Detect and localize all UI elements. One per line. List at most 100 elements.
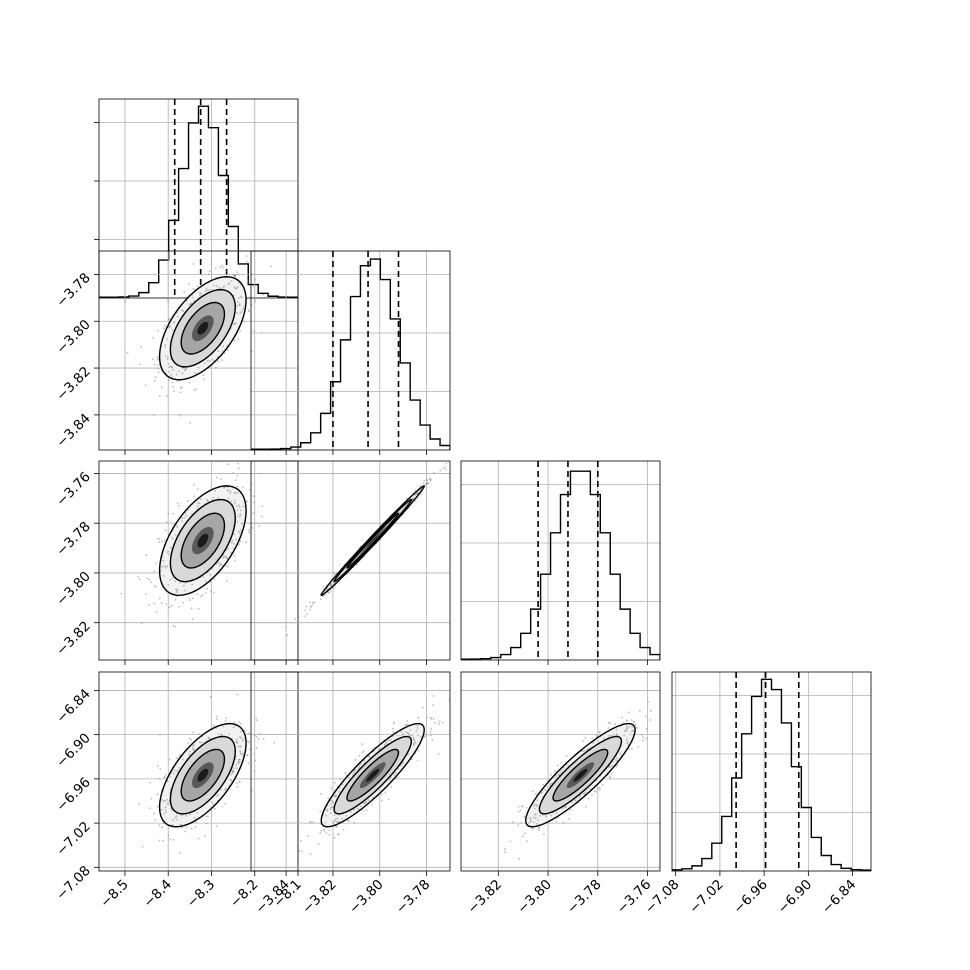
sample-point — [176, 818, 179, 821]
panel-frame — [98, 460, 299, 661]
sample-point — [176, 590, 179, 592]
sample-point — [334, 820, 337, 822]
sample-point — [607, 727, 610, 729]
sample-point — [363, 759, 366, 762]
sample-point — [167, 356, 169, 359]
sample-point — [189, 750, 192, 753]
sample-point — [536, 799, 539, 802]
panel-frame — [250, 671, 451, 872]
sample-point — [221, 350, 224, 352]
sample-point — [598, 731, 601, 734]
sample-point — [189, 813, 191, 816]
y-tick-label: −3.78 — [53, 519, 94, 560]
sample-point — [549, 784, 552, 787]
sample-point — [126, 351, 129, 354]
sample-point — [550, 773, 552, 776]
x-tick-label: −8.3 — [184, 877, 218, 911]
sample-point — [261, 505, 264, 508]
sample-point — [393, 774, 396, 777]
sample-point — [348, 777, 350, 779]
sample-point — [239, 752, 242, 755]
sample-point — [215, 476, 218, 479]
sample-point — [169, 358, 172, 361]
sample-point — [578, 797, 581, 799]
sample-point — [192, 731, 195, 734]
sample-point — [221, 264, 224, 267]
sample-point — [184, 581, 187, 584]
sample-point — [442, 721, 444, 724]
sample-point — [582, 740, 585, 742]
sample-point — [190, 302, 193, 305]
sample-point — [157, 329, 160, 332]
sample-point — [524, 832, 527, 835]
sample-point — [205, 592, 207, 594]
sample-point — [237, 762, 240, 765]
contour-line — [169, 735, 236, 815]
sample-point — [153, 602, 156, 605]
sample-point — [169, 807, 172, 810]
y-tick-label: −3.78 — [53, 270, 94, 311]
sample-point — [437, 753, 440, 755]
sample-point — [224, 720, 227, 722]
sample-point — [240, 522, 243, 525]
density-core — [197, 321, 209, 335]
sample-point — [616, 764, 619, 766]
sample-point — [430, 716, 432, 719]
sample-point — [237, 530, 240, 533]
sample-point — [238, 281, 240, 284]
sample-point — [420, 493, 422, 496]
panel-content — [298, 695, 450, 855]
sample-point — [237, 761, 239, 763]
sample-point — [407, 732, 409, 734]
sample-point — [206, 289, 208, 292]
sample-point — [410, 734, 412, 737]
sample-point — [219, 788, 222, 791]
sample-point — [525, 807, 528, 809]
sample-point — [595, 735, 598, 737]
sample-point — [252, 284, 255, 287]
sample-point — [329, 812, 332, 815]
sample-point — [334, 795, 337, 798]
sample-point — [245, 541, 247, 544]
sample-point — [430, 734, 432, 737]
sample-point — [197, 502, 200, 505]
sample-point — [138, 578, 141, 580]
sample-point — [164, 343, 167, 346]
panel-3-3: −7.08 −7.02 −6.96 −6.90 −6.84 — [642, 671, 872, 917]
sample-point — [344, 772, 347, 774]
sample-point — [152, 414, 155, 416]
sample-point — [219, 266, 222, 268]
sample-point — [236, 271, 239, 273]
sample-point — [237, 462, 240, 465]
sample-point — [120, 592, 123, 595]
sample-point — [607, 721, 610, 724]
sample-point — [322, 586, 325, 588]
sample-point — [176, 380, 179, 382]
sample-point — [529, 816, 531, 819]
sample-point — [634, 724, 637, 726]
sample-point — [162, 559, 165, 562]
sample-point — [213, 724, 215, 727]
sample-point — [155, 611, 158, 614]
sample-point — [328, 829, 331, 832]
sample-point — [172, 819, 175, 821]
histogram-line — [672, 678, 871, 871]
sample-point — [164, 566, 167, 569]
sample-point — [249, 489, 251, 491]
sample-point — [583, 749, 586, 752]
sample-point — [335, 572, 338, 574]
sample-point — [168, 379, 170, 382]
sample-point — [406, 720, 408, 722]
sample-point — [363, 761, 366, 764]
sample-point — [565, 805, 567, 808]
sample-point — [158, 597, 161, 600]
sample-point — [181, 309, 184, 312]
sample-point — [385, 741, 387, 744]
sample-point — [203, 378, 206, 381]
sample-point — [523, 815, 526, 818]
sample-point — [175, 757, 178, 760]
sample-point — [167, 318, 170, 321]
sample-point — [171, 368, 174, 371]
sample-point — [236, 693, 239, 696]
sample-point — [335, 825, 338, 828]
